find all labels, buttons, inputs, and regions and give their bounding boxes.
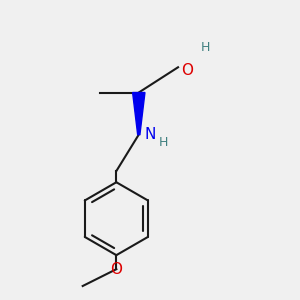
Polygon shape [133,92,145,135]
Text: N: N [144,127,156,142]
Text: H: H [200,41,210,54]
Text: O: O [110,262,122,277]
Text: O: O [181,63,193,78]
Text: H: H [158,136,168,149]
